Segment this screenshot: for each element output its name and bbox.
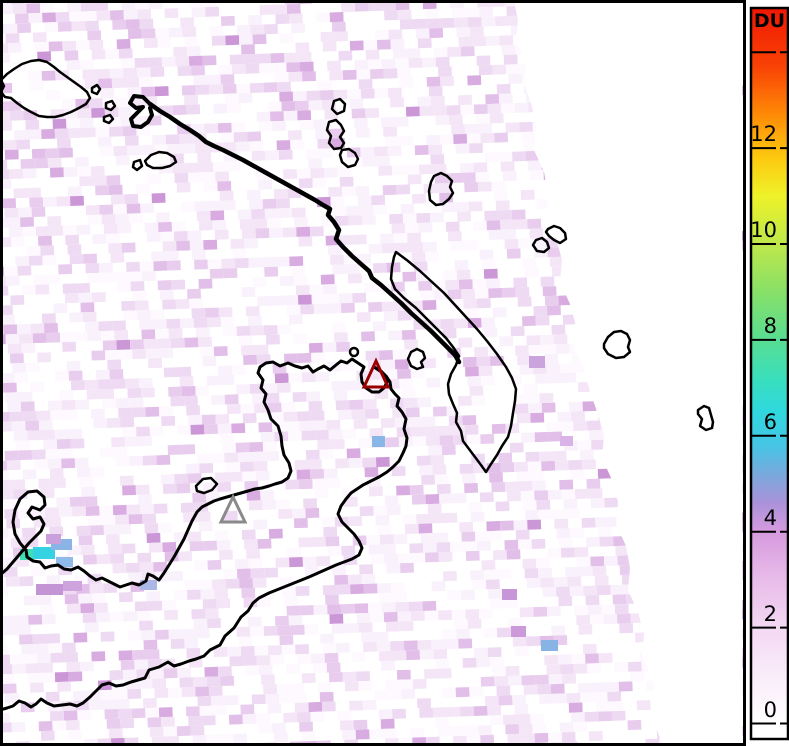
data-pixel xyxy=(51,539,72,550)
colorbar-tick-label: 4 xyxy=(763,505,777,530)
coastlines xyxy=(2,58,715,711)
coastline-harbor-islet xyxy=(348,346,360,358)
data-pixel xyxy=(140,580,157,590)
coastline-feni xyxy=(602,329,632,360)
coastline-islet-c xyxy=(102,113,115,125)
colorbar-tick-label: 8 xyxy=(763,313,777,338)
no-data-region xyxy=(514,2,742,744)
coastline-new-ireland-claw xyxy=(128,94,154,129)
colorbar-tick-label: 2 xyxy=(763,601,777,626)
coastline-lihir xyxy=(427,171,455,207)
data-pixel xyxy=(529,356,545,368)
map-frame xyxy=(0,0,746,746)
coastline-islet-b xyxy=(104,99,117,112)
coastline-djaul xyxy=(143,150,178,170)
data-pixel xyxy=(2,83,12,93)
colorbar-tick-label: 12 xyxy=(750,122,777,147)
data-pixel xyxy=(63,581,82,591)
colorbar-unit-label: DU xyxy=(753,10,786,32)
data-pixel xyxy=(36,584,63,595)
coastline-djaul-dot xyxy=(131,158,144,172)
colorbar-tick-label: 0 xyxy=(763,697,777,722)
data-pixel xyxy=(541,640,558,651)
data-pixel xyxy=(502,589,517,600)
coastline-new-ireland-south-lobe xyxy=(389,250,518,474)
coastline-tabar-1 xyxy=(330,97,347,116)
colorbar xyxy=(749,6,789,741)
volcano-marker-red xyxy=(361,357,391,389)
map-area xyxy=(2,2,744,744)
colorbar-tick-label: 10 xyxy=(750,218,777,242)
coastline-lolobau xyxy=(194,476,219,495)
colorbar-tick-label: 6 xyxy=(763,409,777,434)
data-pixel xyxy=(33,547,55,559)
coastline-duke-of-york xyxy=(406,347,427,371)
coastline-islet-a xyxy=(90,83,102,96)
data-pixel xyxy=(56,557,73,567)
coastline-tanga-2 xyxy=(531,236,551,254)
coastline-tabar-2 xyxy=(325,118,346,151)
coastline-east-islet xyxy=(696,404,715,432)
data-pixel xyxy=(46,534,61,544)
colorbar-gradient xyxy=(751,8,788,739)
data-pixel xyxy=(560,436,573,446)
volcano-marker-gray xyxy=(218,493,248,524)
coastline-tabar-3 xyxy=(338,147,360,169)
data-pixel xyxy=(511,626,526,637)
coastline-new-ireland-strip xyxy=(147,101,462,365)
notable-data-pixels xyxy=(2,83,573,651)
data-pixel xyxy=(372,436,385,447)
coastline-new-britain-coast xyxy=(2,357,409,711)
colorbar-border xyxy=(749,6,789,741)
coastline-new-hanover xyxy=(2,58,92,119)
coastline-tanga-1 xyxy=(544,224,568,245)
